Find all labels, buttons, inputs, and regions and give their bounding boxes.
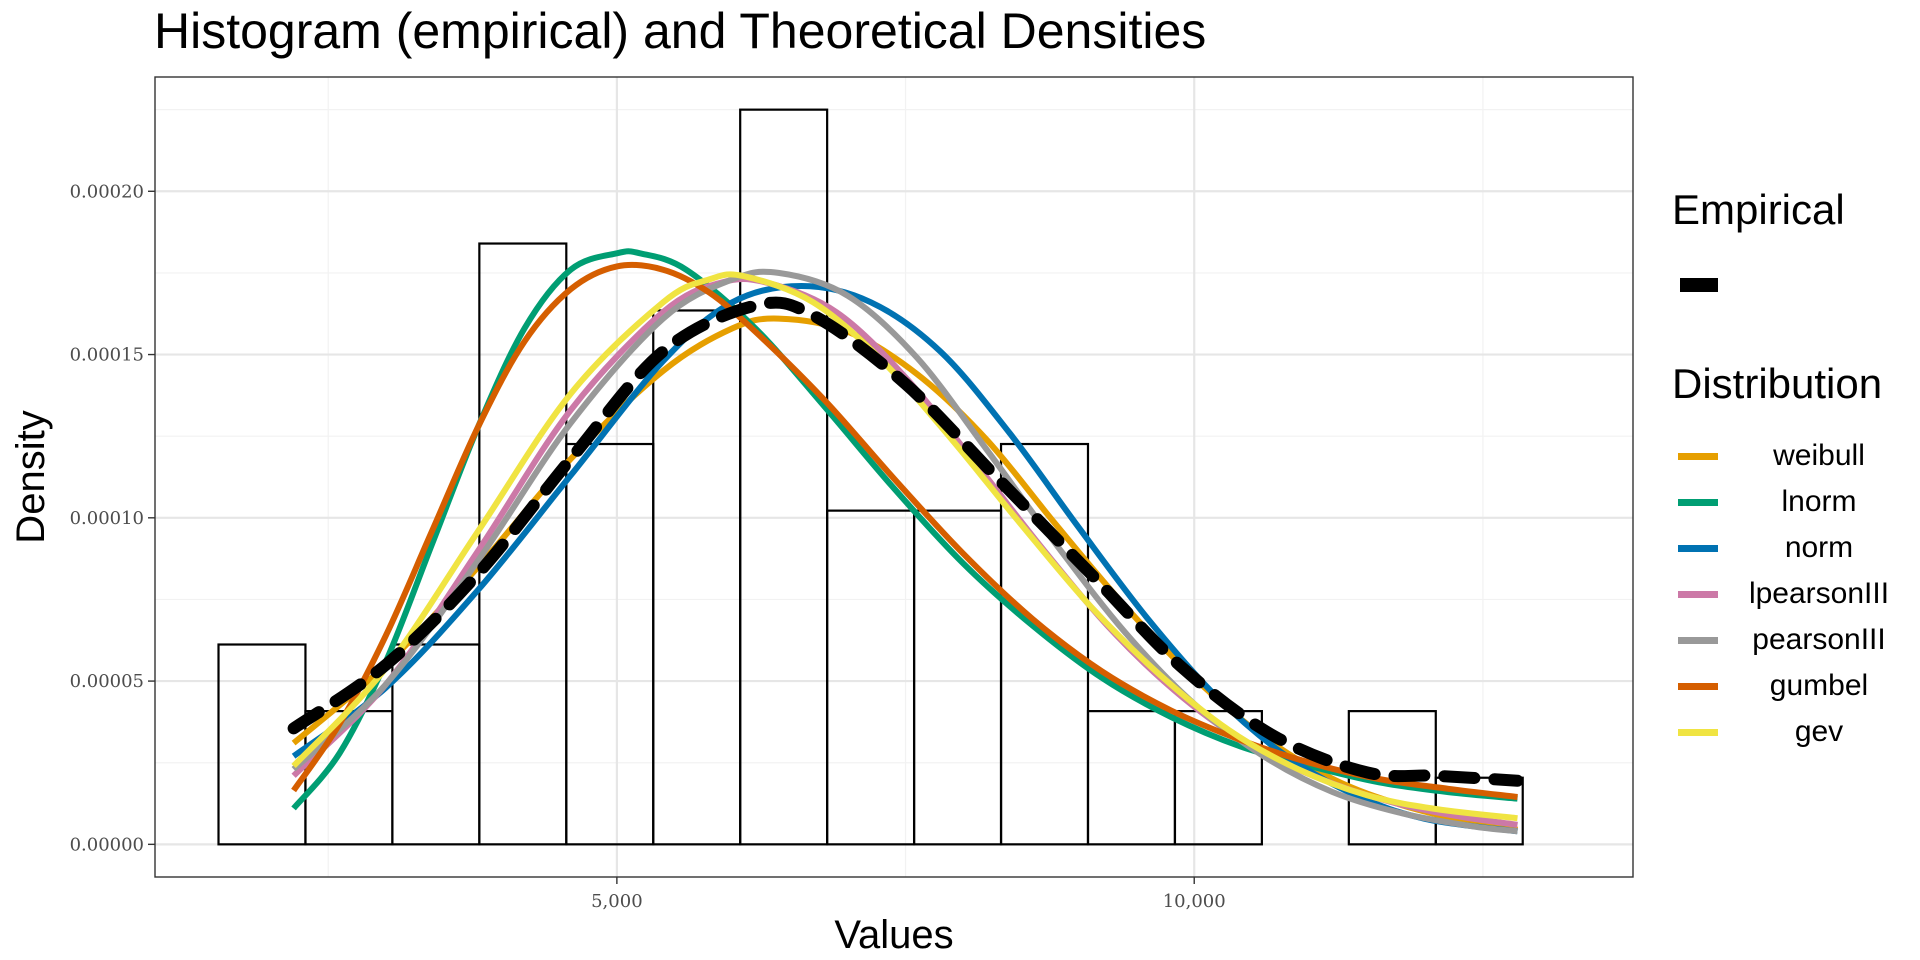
legend-item-lpearsoniii: lpearsonIII [1672,571,1920,617]
histogram-bar [565,442,655,846]
legend-label: norm [1784,531,1854,564]
legend-label: lpearsonIII [1748,577,1890,610]
legend-key-pearsoniii [1678,636,1718,644]
density-line-pearsoniii [291,268,1518,835]
legend-key-weibull [1678,452,1718,460]
x-tick-label: 5,000 [591,891,643,912]
legend-item-weibull: weibull [1672,433,1920,479]
legend-empirical-key [1680,278,1718,292]
legend-label: gev [1794,715,1844,748]
legend-item-gumbel: gumbel [1672,663,1920,709]
empirical-density-line [287,296,1524,787]
plot-panel-border [154,76,1634,878]
legend-item-lnorm: lnorm [1672,479,1920,525]
empirical-curve [287,296,1524,787]
legend-items: weibull lnorm norm lpearsonIII pearsonIII gum… [1672,433,1920,755]
y-tick-label: 0.00015 [70,345,144,366]
legend-label: lnorm [1781,485,1857,518]
y-axis-label: Density [9,410,53,543]
y-tick-label: 0.00005 [70,671,144,692]
histogram-bar [391,643,481,846]
histogram-bar [217,643,307,846]
y-tick-label: 0.00000 [70,834,144,855]
legend-item-gev: gev [1672,709,1920,755]
legend-item-norm: norm [1672,525,1920,571]
histogram-bar [652,309,742,846]
chart-title: Histogram (empirical) and Theoretical De… [154,3,1207,59]
y-tick-label: 0.00010 [70,508,144,529]
axes: 0.00000 0.00005 0.00010 0.00015 0.00020 5,000… [9,181,1226,957]
histogram-bar [999,442,1090,846]
legend-empirical-title: Empirical [1672,186,1845,233]
histogram-bar [1173,710,1263,846]
legend-key-norm [1678,544,1718,552]
legend-label: pearsonIII [1752,623,1886,656]
histogram-bars [217,108,1524,846]
legend-key-gumbel [1678,682,1718,690]
x-axis-label: Values [834,913,953,957]
legend-key-gev [1678,728,1718,736]
histogram-bar [1086,710,1177,846]
histogram-bar [739,108,829,846]
y-tick-label: 0.00020 [70,181,144,202]
histogram-bar [826,509,916,846]
legend-label: weibull [1773,439,1865,472]
x-tick-label: 10,000 [1163,891,1226,912]
legend-label: gumbel [1769,669,1869,702]
legend-key-lpearsoniii [1678,590,1718,598]
legend-distribution-title: Distribution [1672,360,1883,407]
legend-item-pearsoniii: pearsonIII [1672,617,1920,663]
legend-key-lnorm [1678,498,1718,506]
